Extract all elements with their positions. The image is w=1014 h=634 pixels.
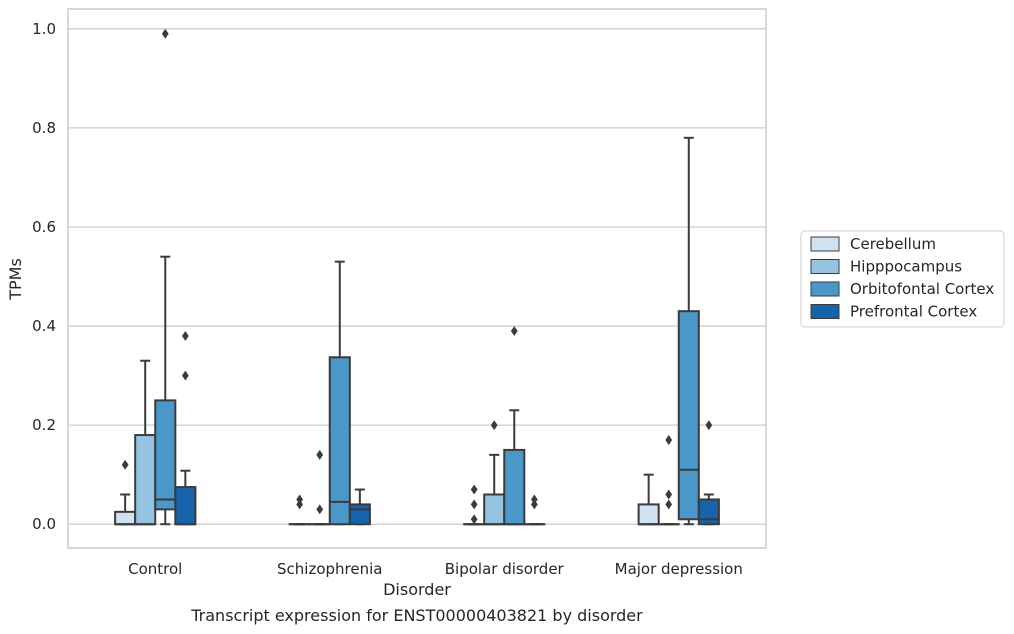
outlier-point [510,326,518,336]
outlier-point [490,420,498,431]
box-group [463,484,486,526]
y-axis-label: TPMs [6,258,25,301]
outlier-point [470,514,478,525]
y-tick-label: 1.0 [32,20,56,38]
box-body [697,498,720,526]
box-body [154,399,177,511]
legend-swatch [810,236,840,252]
x-tick-label: Control [128,560,182,578]
y-tick-label: 0.6 [32,218,56,236]
outlier-point [470,499,478,510]
legend-items: Cerebellum Hipppocampus Orbitofontal Corte… [810,235,994,321]
box-group [523,494,546,526]
y-tick-label: 0.2 [32,416,56,434]
legend-frame [800,230,1005,328]
box-group [348,488,371,526]
outlier-point [181,370,189,381]
box-group [677,136,700,526]
y-tick-label: 0.4 [32,317,56,335]
box-body [637,503,660,526]
legend-swatch [810,281,840,297]
outlier-point [181,331,189,341]
box-group [328,260,351,526]
outlier-point [121,459,129,470]
outlier-point [161,28,169,39]
legend-label: Prefrontal Cortex [850,303,977,321]
outlier-point [530,494,538,505]
box-group [657,435,680,526]
box-group [114,459,137,526]
x-tick-label: Major depression [615,560,743,578]
box-group [637,473,660,526]
outlier-point [470,484,478,495]
outlier-point [316,449,324,460]
box-body [134,434,157,526]
legend-label: Cerebellum [850,235,936,253]
legend-label: Hipppocampus [850,258,962,276]
box-body [328,356,351,526]
x-tick-label: Bipolar disorder [445,560,565,578]
outlier-point [665,499,673,510]
legend-swatch [810,304,840,319]
y-tick-labels: 0.0 0.2 0.4 0.6 0.8 1.0 [32,20,56,533]
box-series [114,28,720,526]
box-plot-chart: 0.0 0.2 0.4 0.6 0.8 1.0 Control Schizophrenia B… [6,8,1005,599]
outlier-point [296,494,304,505]
box-group [154,28,177,526]
box-body [503,448,526,526]
legend-swatch [810,259,840,274]
x-axis-label: Disorder [383,580,451,599]
outlier-point [316,504,324,515]
figure-caption: Transcript expression for ENST0000040382… [191,606,643,625]
box-body [677,310,700,521]
legend-label: Orbitofontal Cortex [850,280,994,298]
box-group [503,326,526,526]
outlier-point [665,489,673,500]
box-group [174,331,197,526]
y-tick-label: 0.8 [32,119,56,137]
box-body [348,503,371,526]
plot-background [67,8,767,549]
box-body [114,510,137,526]
box-group [697,420,720,526]
x-tick-label: Schizophrenia [277,560,382,578]
outlier-point [665,435,673,445]
legend: Cerebellum Hipppocampus Orbitofontal Corte… [800,230,1005,328]
box-body [174,486,197,526]
box-body [483,493,506,526]
outlier-point [705,420,713,431]
outlier-point [296,499,304,510]
x-tick-labels: Control Schizophrenia Bipolar disorder Majo… [128,560,743,578]
y-tick-label: 0.0 [32,515,56,533]
outlier-point [530,499,538,510]
box-group [483,420,506,526]
